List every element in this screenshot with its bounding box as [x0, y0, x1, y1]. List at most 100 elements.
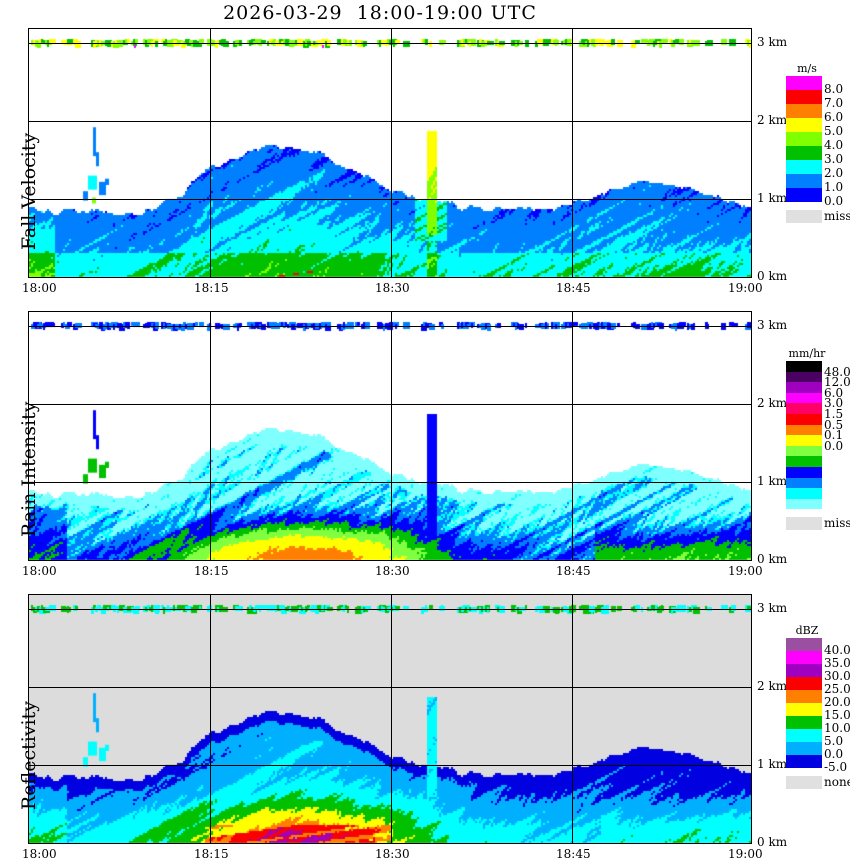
colorbar-tick-label: 8.0 [824, 82, 844, 96]
colorbar-missing-label-p2: miss [824, 516, 850, 531]
colorbar-swatch [786, 413, 822, 425]
gridline-horizontal [29, 326, 751, 327]
colorbar-swatch [786, 160, 822, 174]
colorbar-swatch [786, 742, 822, 755]
colorbar-swatch [786, 638, 822, 651]
ytick-1km-p2: 1 km [757, 474, 788, 488]
colorbar-missing-swatch [786, 776, 822, 789]
colorbar-swatch [786, 104, 822, 118]
plot-area-rain-intensity[interactable] [28, 311, 752, 561]
colorbar-swatch [786, 403, 822, 414]
colorbar-swatch [786, 382, 822, 393]
gridline-horizontal [29, 404, 751, 405]
gridline-vertical [210, 312, 211, 560]
ytick-0km-p1: 0 km [757, 269, 788, 283]
colorbar-swatch [786, 651, 822, 664]
colorbar-missing-swatch [786, 210, 822, 223]
colorbar-swatch [786, 456, 822, 467]
colorbar-swatch [786, 146, 822, 160]
gridline-vertical [210, 595, 211, 843]
xtick-1800-p3: 18:00 [22, 847, 57, 861]
colorbar-swatch [786, 729, 822, 742]
colorbar-swatch [786, 361, 822, 372]
colorbar-tick-label: 1.0 [824, 180, 844, 194]
colorbar-tick-label: 10.0 [824, 721, 850, 735]
colorbar-units-mmhr: mm/hr [788, 347, 826, 360]
colorbar-tick-label: 30.0 [824, 669, 850, 683]
colorbar-tick-label: 0.1 [824, 428, 844, 443]
colorbar-tick-label: 5.0 [824, 734, 844, 748]
colorbar-swatch [786, 76, 822, 90]
colorbar-units-mps: m/s [797, 62, 817, 75]
colorbar-tick-label: 6.0 [824, 110, 844, 124]
colorbar-tick-label: 0.0 [824, 194, 844, 208]
gridline-vertical [572, 312, 573, 560]
colorbar-swatch [786, 435, 822, 446]
colorbar-missing-label-p1: miss [824, 209, 850, 223]
ytick-0km-p2: 0 km [757, 552, 788, 566]
colorbar-tick-label: 2.0 [824, 166, 844, 180]
colorbar-tick-label: 35.0 [824, 656, 850, 670]
gridline-vertical [572, 595, 573, 843]
ytick-2km-p2: 2 km [757, 396, 788, 410]
colorbar-tick-label: 1.5 [824, 407, 844, 421]
colorbar-swatch [786, 677, 822, 690]
colorbar-swatch [786, 118, 822, 132]
plot-area-reflectivity[interactable] [28, 594, 752, 844]
colorbar-missing-swatch [786, 517, 822, 531]
ytick-1km-p3: 1 km [757, 757, 788, 771]
colorbar-swatch [786, 664, 822, 677]
xtick-1800-p2: 18:00 [22, 564, 57, 578]
colorbar-units-dbz: dBZ [795, 624, 819, 637]
colorbar-tick-label: 3.0 [824, 152, 844, 166]
xtick-1815-p1: 18:15 [194, 281, 229, 295]
gridline-vertical [391, 312, 392, 560]
colorbar-tick-label: 25.0 [824, 682, 850, 696]
colorbar-swatch [786, 132, 822, 146]
xtick-1900-p3: 19:00 [728, 847, 763, 861]
colorbar-tick-label: 6.0 [824, 385, 844, 400]
colorbar-tick-label: 5.0 [824, 124, 844, 138]
colorbar-swatch [786, 445, 822, 457]
xtick-1845-p2: 18:45 [556, 564, 591, 578]
xtick-1800-p1: 18:00 [22, 281, 57, 295]
xtick-1815-p2: 18:15 [194, 564, 229, 578]
gridline-horizontal [29, 482, 751, 483]
ytick-3km-p1: 3 km [757, 35, 788, 49]
colorbar-tick-label: 48.0 [824, 364, 850, 379]
xtick-1845-p1: 18:45 [556, 281, 591, 295]
colorbar-swatch [786, 174, 822, 188]
colorbar-tick-label: 40.0 [824, 643, 850, 657]
colorbar-swatch [786, 703, 822, 716]
xtick-1830-p2: 18:30 [375, 564, 410, 578]
xtick-1815-p3: 18:15 [194, 847, 229, 861]
gridline-horizontal [29, 199, 751, 200]
xtick-1830-p1: 18:30 [375, 281, 410, 295]
gridline-horizontal [29, 43, 751, 44]
colorbar-swatch [786, 424, 822, 436]
xtick-1830-p3: 18:30 [375, 847, 410, 861]
xtick-1900-p1: 19:00 [728, 281, 763, 295]
figure-title: 2026-03-29 18:00-19:00 UTC [223, 2, 537, 24]
ytick-3km-p2: 3 km [757, 318, 788, 332]
colorbar-tick-label: 4.0 [824, 138, 844, 152]
xtick-1900-p2: 19:00 [728, 564, 763, 578]
plot-area-fall-velocity[interactable] [28, 28, 752, 278]
colorbar-swatch [786, 690, 822, 703]
gridline-horizontal [29, 765, 751, 766]
colorbar-tick-label: 0.5 [824, 417, 844, 432]
colorbar-swatch [786, 716, 822, 729]
gridline-vertical [210, 29, 211, 277]
colorbar-tick-label: 12.0 [824, 375, 850, 390]
colorbar-tick-label: 0.0 [824, 747, 844, 761]
colorbar-swatch [786, 755, 822, 768]
colorbar-tick-label: 20.0 [824, 695, 850, 709]
gridline-vertical [391, 29, 392, 277]
colorbar-tick-label: 0.0 [824, 438, 844, 453]
panel-title-reflectivity: Reflectivity [18, 701, 40, 810]
gridline-horizontal [29, 687, 751, 688]
colorbar-swatch [786, 488, 822, 499]
colorbar-swatch [786, 371, 822, 383]
colorbar-swatch [786, 90, 822, 104]
colorbar-swatch [786, 466, 822, 478]
